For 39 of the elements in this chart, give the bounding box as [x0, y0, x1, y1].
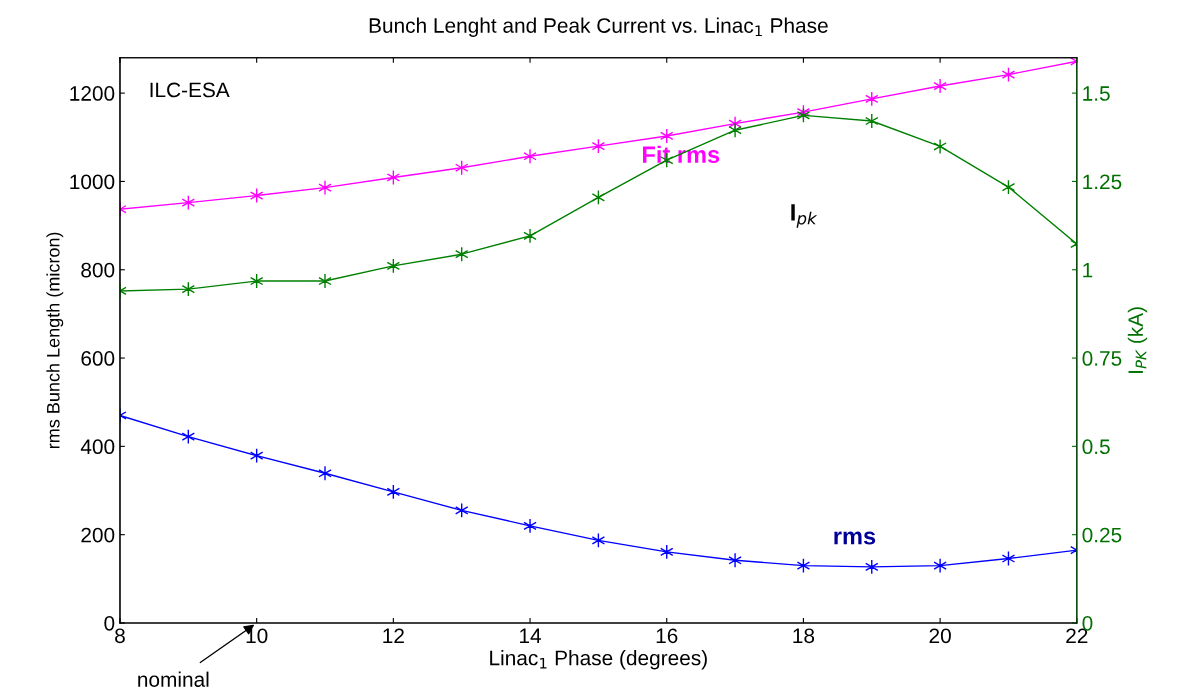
annotation: rms — [834, 531, 876, 545]
point — [933, 557, 947, 574]
point — [933, 138, 947, 155]
point — [318, 273, 332, 289]
annotation: ILC-ESA — [150, 82, 230, 98]
y-tick-label: 600 — [81, 351, 115, 366]
point — [523, 148, 537, 164]
x-tick-label: 12 — [383, 628, 404, 643]
chart-title: Bunch Lenght and Peak Current vs. Linac$_{1}$ Phase — [369, 17, 828, 37]
y-tick-label: 200 — [81, 527, 115, 543]
y-axis-title: rms Bunch Length (micron) — [46, 232, 64, 449]
annotation: I$_{pk}$ — [791, 204, 818, 228]
y2-tick-label: 0.5 — [1082, 439, 1110, 455]
point — [318, 465, 332, 481]
y2-tick-label: 0.25 — [1082, 527, 1122, 543]
y-tick-label: 400 — [80, 439, 115, 455]
annotation: Fit rms — [643, 145, 720, 164]
y2-axis-title: I$_{PK}$ (kA) — [1127, 307, 1148, 373]
point — [523, 518, 537, 534]
y2-tick-label: 1 — [1083, 262, 1093, 278]
y-tick-label: 0 — [104, 615, 115, 631]
x-tick-label: 16 — [656, 628, 678, 644]
y-tick-label: 1000 — [70, 174, 115, 190]
y2-tick-label: 1.5 — [1083, 86, 1110, 101]
y-tick-label: 1200 — [70, 86, 115, 101]
y-tick-label: 800 — [81, 262, 115, 278]
x-tick-label: 8 — [115, 628, 125, 644]
x-tick-label: 20 — [929, 628, 951, 644]
point — [523, 228, 537, 244]
point — [728, 552, 742, 568]
point — [318, 179, 332, 196]
y2-tick-label: 0.75 — [1082, 351, 1122, 366]
y2-tick-label: 1.25 — [1083, 174, 1122, 190]
point — [933, 78, 947, 94]
text: nominal — [138, 671, 209, 687]
x-axis-title: Linac$_{1}$ Phase (degrees) — [490, 650, 707, 670]
x-tick-label: 18 — [793, 628, 815, 644]
x-tick-label: 14 — [520, 628, 542, 643]
point — [728, 122, 742, 138]
